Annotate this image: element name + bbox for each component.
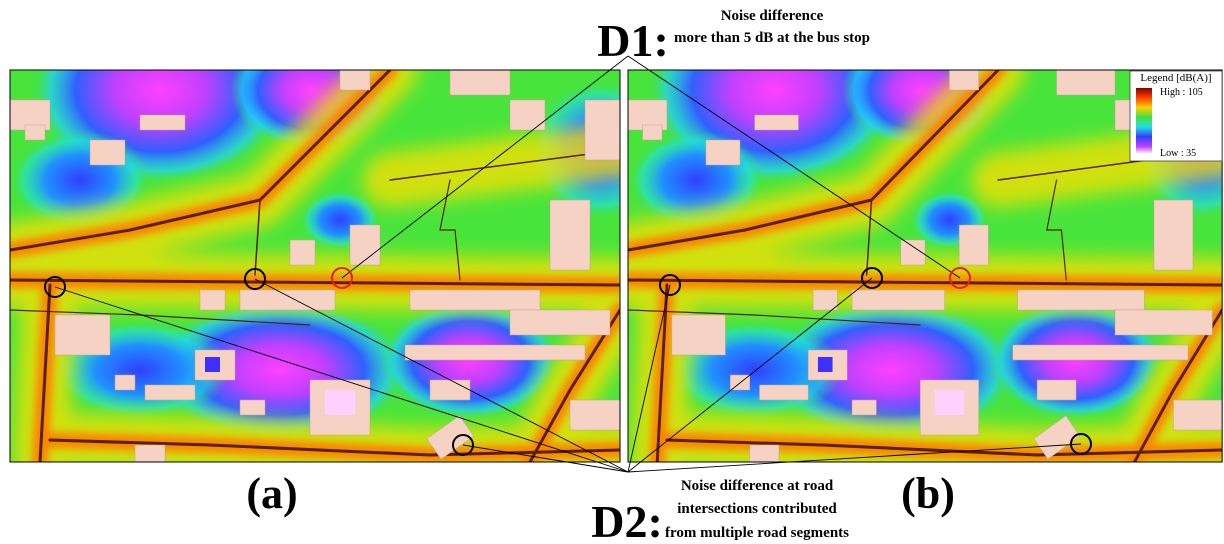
panel-label: (a) — [246, 469, 297, 518]
legend-title: Legend [dB(A)] — [1140, 72, 1211, 84]
legend: Legend [dB(A)] High : 105 Low : 35 — [1130, 71, 1222, 161]
d1-text: Noise difference — [721, 8, 824, 24]
figure: Legend [dB(A)] High : 105 Low : 35 D1: N… — [0, 0, 1224, 544]
d2-text: from multiple road segments — [665, 525, 849, 541]
map-panel-b — [628, 0, 1224, 462]
map-panel-a — [10, 0, 670, 462]
d2-text: intersections contributed — [677, 501, 837, 517]
panel-label: (b) — [901, 469, 955, 518]
d2-tag: D2: — [591, 496, 663, 544]
d1-tag: D1: — [597, 15, 669, 66]
legend-low: Low : 35 — [1160, 148, 1196, 159]
d1-text: more than 5 dB at the bus stop — [674, 30, 870, 46]
legend-high: High : 105 — [1160, 87, 1203, 98]
d2-text: Noise difference at road — [681, 478, 834, 494]
